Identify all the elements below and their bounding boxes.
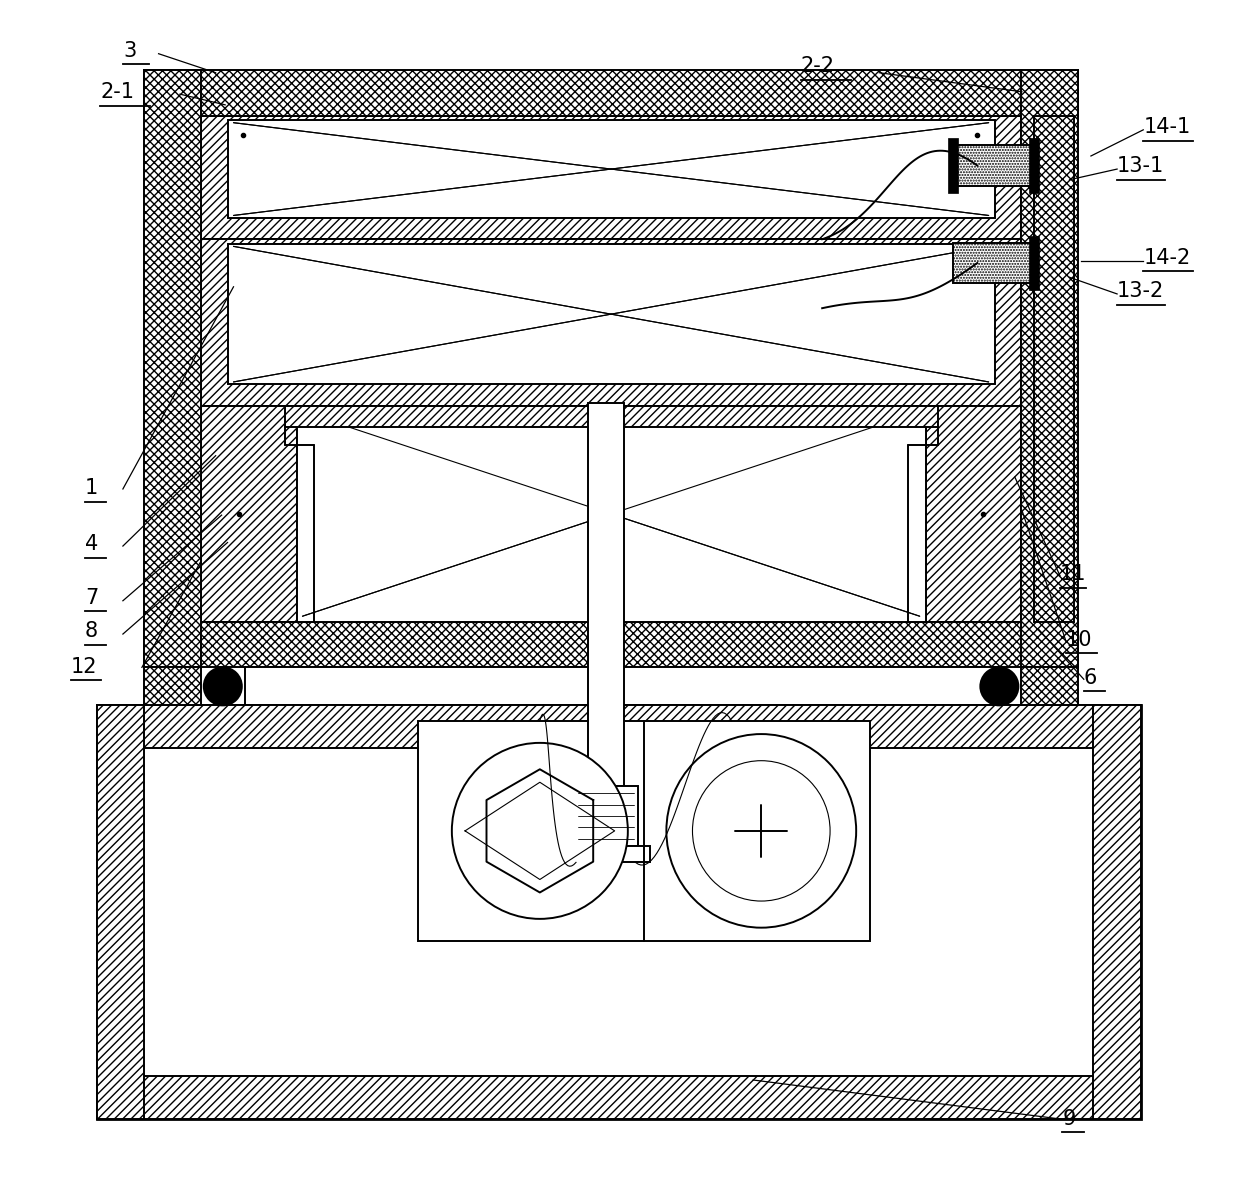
Bar (201, 405, 296, 622)
Bar (285, 405, 937, 427)
Bar (144, 668, 201, 706)
Bar (562, 846, 650, 862)
Bar (588, 403, 624, 787)
Text: 7: 7 (84, 588, 98, 608)
Bar (228, 120, 994, 218)
Bar (296, 405, 925, 622)
Bar (201, 116, 1021, 240)
Bar (1034, 116, 1074, 622)
Bar (1021, 668, 1078, 706)
Text: 2-2: 2-2 (801, 56, 835, 76)
Bar (954, 145, 1034, 186)
Bar (246, 668, 1001, 706)
Bar (201, 240, 1021, 405)
Bar (144, 622, 1078, 668)
Circle shape (203, 668, 242, 706)
Circle shape (451, 743, 627, 919)
Bar (573, 787, 639, 846)
Text: 13-1: 13-1 (1117, 156, 1164, 176)
Bar (97, 706, 1141, 1119)
Bar (925, 405, 1021, 622)
Text: 9: 9 (1063, 1109, 1076, 1129)
Bar (954, 243, 1034, 284)
Text: 4: 4 (84, 534, 98, 554)
Text: 1: 1 (84, 478, 98, 498)
Bar (1094, 706, 1141, 1119)
Bar (1021, 70, 1078, 668)
Bar (1029, 138, 1039, 193)
Bar (949, 138, 957, 193)
Text: 14-1: 14-1 (1143, 117, 1190, 137)
Text: 3: 3 (123, 41, 136, 61)
Bar (144, 70, 1078, 116)
Circle shape (981, 668, 1018, 706)
Text: 8: 8 (84, 621, 98, 641)
Bar (97, 706, 144, 1119)
Text: 13-2: 13-2 (1117, 281, 1164, 302)
Text: 11: 11 (1060, 564, 1086, 584)
Bar (418, 721, 869, 940)
Text: 6: 6 (1084, 668, 1097, 688)
Bar (97, 706, 1141, 749)
Text: 2-1: 2-1 (100, 82, 134, 103)
Text: 14-2: 14-2 (1143, 248, 1190, 268)
Bar (1029, 236, 1039, 291)
Bar (228, 244, 994, 384)
Bar (97, 1076, 1141, 1119)
Text: 12: 12 (71, 657, 97, 677)
Bar (144, 70, 201, 668)
Text: 10: 10 (1066, 629, 1092, 650)
